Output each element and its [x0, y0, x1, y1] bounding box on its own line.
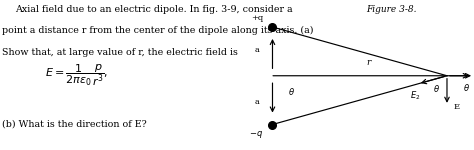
Text: r: r [366, 58, 371, 67]
Text: $-q$: $-q$ [249, 129, 264, 140]
Text: Axial field due to an electric dipole. In fig. 3-9, consider a: Axial field due to an electric dipole. I… [15, 4, 292, 14]
Text: $\theta$: $\theta$ [433, 83, 440, 94]
Text: (b) What is the direction of E?: (b) What is the direction of E? [2, 120, 147, 129]
Text: a: a [254, 46, 259, 54]
Text: Show that, at large value of r, the electric field is: Show that, at large value of r, the elec… [2, 48, 238, 57]
Text: Figure 3-8.: Figure 3-8. [366, 4, 417, 14]
Text: E: E [454, 103, 460, 111]
Text: +q: +q [251, 15, 264, 22]
Text: a: a [254, 98, 259, 106]
Text: $\theta$: $\theta$ [463, 82, 469, 93]
Text: point a distance r from the center of the dipole along its axis. (a): point a distance r from the center of th… [2, 26, 314, 35]
Text: $E = \dfrac{1}{2\pi\varepsilon_0}\dfrac{p}{r^3},$: $E = \dfrac{1}{2\pi\varepsilon_0}\dfrac{… [45, 62, 108, 88]
Text: $E_2$: $E_2$ [410, 90, 421, 102]
Text: $\theta$: $\theta$ [288, 86, 295, 97]
